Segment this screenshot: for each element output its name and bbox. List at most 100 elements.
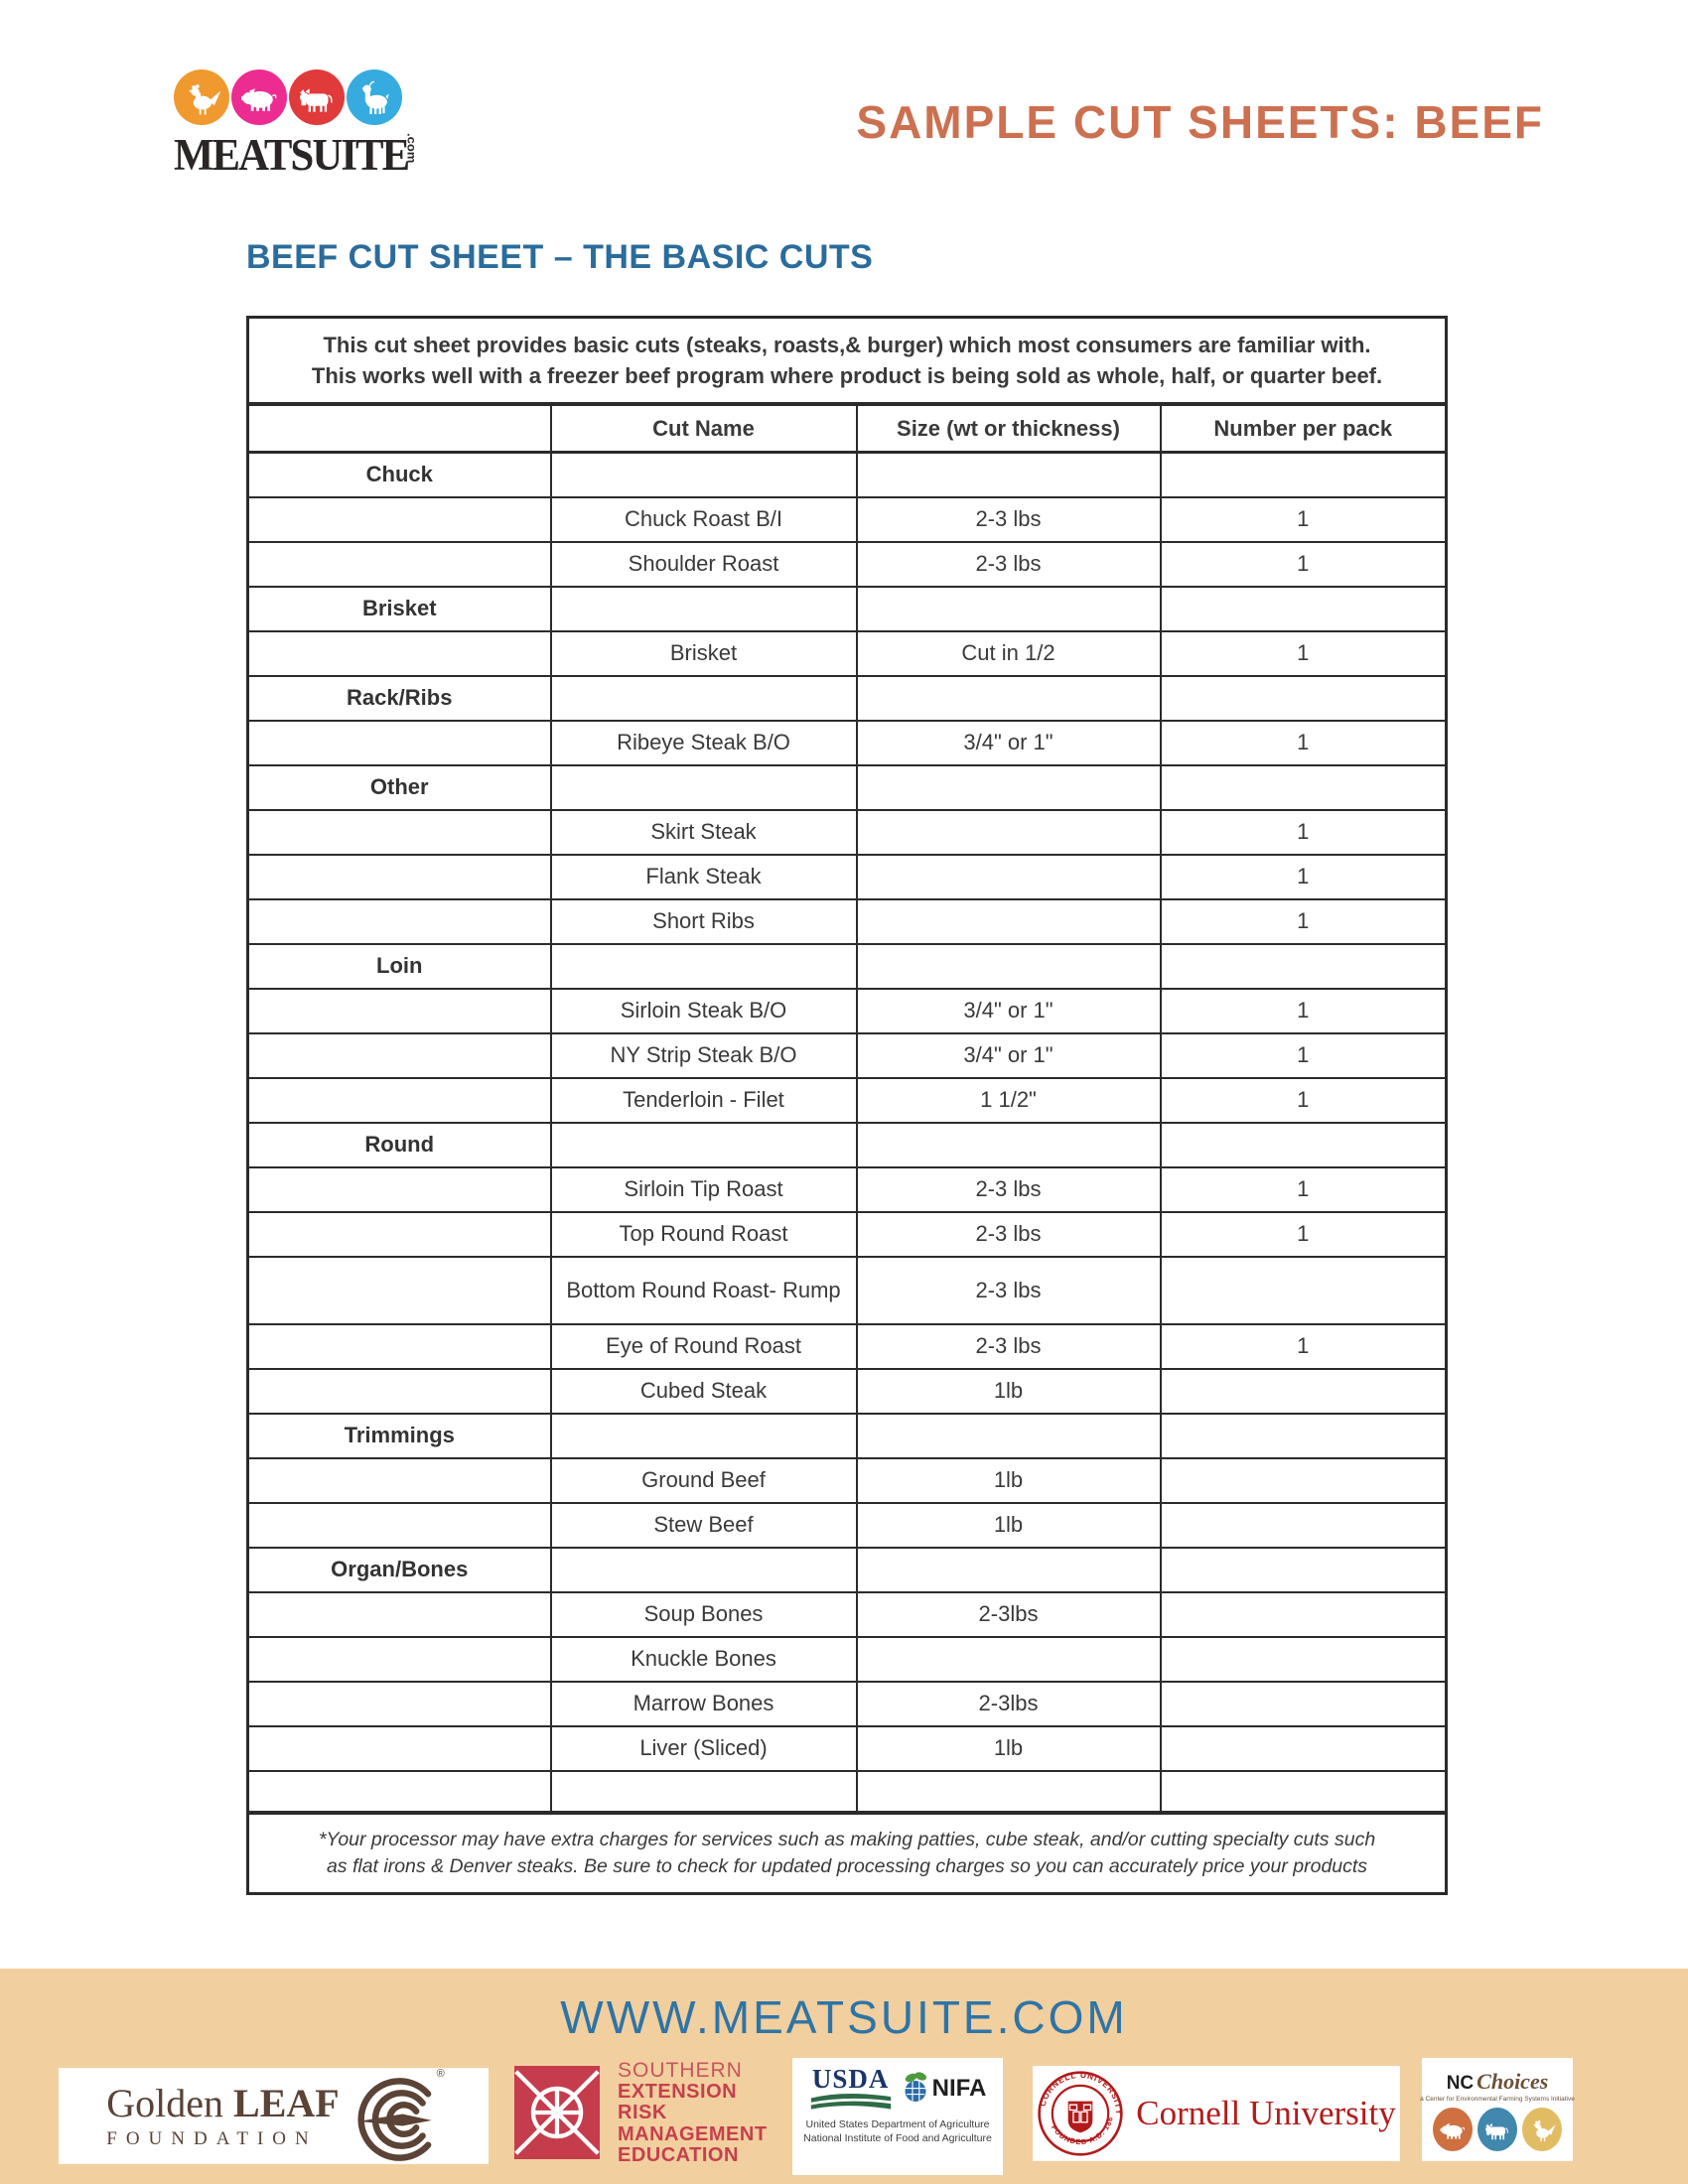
website-link[interactable]: WWW.MEATSUITE.COM	[560, 1991, 1128, 2043]
cut-size-cell: Cut in 1/2	[855, 629, 1162, 677]
golden-leaf-name: Golden LEAF	[106, 2081, 340, 2125]
table-cell	[549, 1546, 858, 1593]
table-cell	[1159, 451, 1448, 498]
footer-banner: WWW.MEATSUITE.COM Golden LEAF FOUNDATION…	[0, 1969, 1688, 2184]
table-cell	[855, 585, 1162, 632]
cut-row: Flank Steak 1	[246, 853, 1448, 900]
table-cell	[855, 1412, 1162, 1459]
section-row: Round	[246, 1121, 1448, 1168]
section-row: Loin	[246, 942, 1448, 990]
table-cell	[549, 1412, 858, 1459]
table-cell	[246, 1076, 552, 1124]
table-cell	[246, 1680, 552, 1727]
cut-size-cell: 3/4" or 1"	[855, 987, 1162, 1034]
table-intro-cell: This cut sheet provides basic cuts (stea…	[246, 316, 1448, 406]
cut-name-cell: Marrow Bones	[549, 1680, 858, 1727]
cut-number-cell	[1159, 1680, 1448, 1727]
cut-row: Eye of Round Roast 2-3 lbs 1	[246, 1322, 1448, 1370]
cut-size-cell	[855, 1769, 1162, 1814]
cut-name-cell: Short Ribs	[549, 897, 858, 945]
cut-size-cell: 2-3lbs	[855, 1590, 1162, 1638]
section-label: Round	[246, 1121, 552, 1168]
cut-name-cell: Ribeye Steak B/O	[549, 719, 858, 766]
cut-size-cell: 1lb	[855, 1724, 1162, 1772]
table-cell	[1159, 674, 1448, 722]
serme-line: SOUTHERN	[618, 2059, 743, 2082]
serme-line: RISK	[618, 2102, 667, 2123]
usda-caption-2: National Institute of Food and Agricultu…	[803, 2132, 992, 2144]
brand-tld: .com	[404, 133, 419, 164]
table-cell	[246, 1367, 552, 1415]
usda-caption-1: United States Department of Agriculture	[805, 2118, 990, 2130]
cut-size-cell: 2-3lbs	[855, 1680, 1162, 1727]
section-label: Chuck	[246, 451, 552, 498]
nc-choices-script: Choices	[1477, 2068, 1549, 2094]
cut-number-cell	[1159, 1724, 1448, 1772]
cut-size-cell	[855, 853, 1162, 900]
cut-name-cell: Ground Beef	[549, 1456, 858, 1504]
brand-name: MEATSUITE	[174, 130, 410, 180]
cut-size-cell: 1lb	[855, 1367, 1162, 1415]
table-header-row: Cut Name Size (wt or thickness) Number per…	[246, 403, 1448, 454]
cut-number-cell	[1159, 1769, 1448, 1814]
column-header-blank	[246, 403, 552, 454]
brand-wordmark: MEATSUITE .com	[174, 129, 419, 181]
cut-number-cell	[1159, 1367, 1448, 1415]
serme-line: EXTENSION	[618, 2080, 738, 2103]
section-row: Organ/Bones	[246, 1546, 1448, 1593]
table-cell	[246, 1635, 552, 1683]
table-cell	[1159, 1412, 1448, 1459]
sheet-heading: BEEF CUT SHEET – THE BASIC CUTS	[246, 238, 874, 276]
usda-captions: United States Department of Agriculture …	[803, 2117, 992, 2145]
cut-size-cell	[855, 808, 1162, 856]
cut-name-cell: Flank Steak	[549, 853, 858, 900]
nc-choices-tagline: a Center for Environmental Farming Syste…	[1420, 2095, 1575, 2103]
cut-number-cell: 1	[1159, 495, 1448, 543]
animal-icons	[174, 69, 412, 125]
cut-size-cell: 1lb	[855, 1456, 1162, 1504]
usda-nifa-logo: USDA	[792, 2058, 1003, 2175]
cut-number-cell: 1	[1159, 1210, 1448, 1258]
table-cell	[549, 674, 858, 722]
cut-size-cell: 2-3 lbs	[855, 1255, 1162, 1325]
section-label: Loin	[246, 942, 552, 990]
cut-size-cell: 3/4" or 1"	[855, 719, 1162, 766]
table-cell	[246, 1501, 552, 1549]
cut-row: Shoulder Roast 2-3 lbs 1	[246, 540, 1448, 588]
section-label: Organ/Bones	[246, 1546, 552, 1593]
cut-row: Marrow Bones 2-3lbs	[246, 1680, 1448, 1727]
cut-row: NY Strip Steak B/O 3/4" or 1" 1	[246, 1031, 1448, 1079]
cut-name-cell: NY Strip Steak B/O	[549, 1031, 858, 1079]
table-cell	[549, 585, 858, 632]
nc-choices-logo: NC Choices a Center for Environmental Fa…	[1420, 2058, 1575, 2161]
cut-number-cell: 1	[1159, 719, 1448, 766]
cut-row: Ground Beef 1lb	[246, 1456, 1448, 1504]
cut-row: Sirloin Tip Roast 2-3 lbs 1	[246, 1165, 1448, 1213]
cut-row: Tenderloin - Filet 1 1/2" 1	[246, 1076, 1448, 1124]
table-cell	[246, 629, 552, 677]
table-cell	[246, 719, 552, 766]
cow-icon	[289, 69, 345, 125]
cut-row: Top Round Roast 2-3 lbs 1	[246, 1210, 1448, 1258]
cut-row: Skirt Steak 1	[246, 808, 1448, 856]
table-cell	[246, 1210, 552, 1258]
nc-medallion-chicken-icon	[1522, 2107, 1562, 2151]
cut-size-cell: 3/4" or 1"	[855, 1031, 1162, 1079]
nc-choices-medallions	[1433, 2107, 1562, 2151]
table-cell	[246, 1590, 552, 1638]
table-cell	[246, 540, 552, 588]
table-intro-line: This works well with a freezer beef prog…	[311, 363, 1383, 388]
nc-medallion-cow-icon	[1477, 2107, 1517, 2151]
cut-size-cell: 2-3 lbs	[855, 495, 1162, 543]
chicken-icon	[174, 69, 229, 125]
table-footnote: *Your processor may have extra charges f…	[246, 1810, 1448, 1894]
table-cell	[246, 1165, 552, 1213]
table-cell	[549, 1121, 858, 1168]
table-cell	[855, 674, 1162, 722]
cut-name-cell: Eye of Round Roast	[549, 1322, 858, 1370]
golden-leaf-text: Golden LEAF FOUNDATION	[106, 2081, 340, 2149]
serme-line: EDUCATION	[618, 2144, 739, 2166]
section-label: Rack/Ribs	[246, 674, 552, 722]
table-cell	[246, 495, 552, 543]
